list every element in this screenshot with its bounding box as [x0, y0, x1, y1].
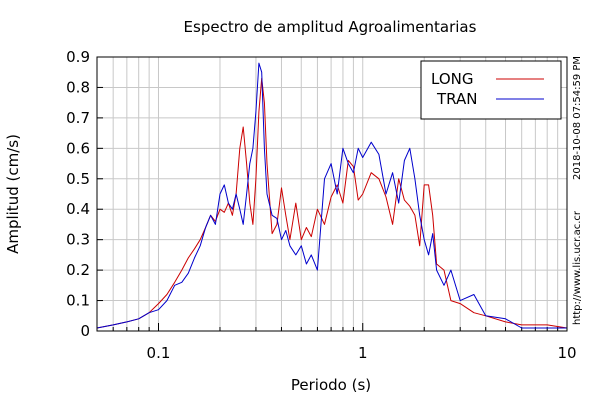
legend: LONG TRAN — [420, 60, 562, 120]
data-series — [96, 62, 568, 329]
chart-title: Espectro de amplitud Agroalimentarias — [184, 18, 477, 36]
legend-box — [420, 60, 562, 120]
source-url-text: http://www.lis.ucr.ac.cr — [572, 210, 583, 325]
timestamp-text: 2018-10-08 07:54:59 PM — [572, 56, 583, 180]
y-tick-label: 0 — [80, 322, 90, 340]
y-tick-label: 0.9 — [66, 48, 90, 66]
x-axis-label: Periodo (s) — [291, 376, 371, 394]
y-tick-label: 0.1 — [66, 292, 90, 310]
y-tick-label: 0.7 — [66, 109, 90, 127]
y-tick-label: 0.5 — [66, 170, 90, 188]
y-tick-labels: 0 0.1 0.2 0.3 0.4 0.5 0.6 0.7 0.8 0.9 — [66, 48, 90, 340]
legend-label-tran: TRAN — [436, 90, 477, 108]
x-tick-label: 10 — [557, 344, 576, 362]
x-tick-label: 0.1 — [147, 344, 171, 362]
y-tick-label: 0.3 — [66, 231, 90, 249]
series-line-long — [96, 77, 568, 329]
x-tick-labels: 0.1 1 10 — [147, 344, 577, 362]
series-line-tran — [96, 62, 567, 329]
y-axis-label: Amplitud (cm/s) — [4, 134, 22, 254]
legend-label-long: LONG — [431, 70, 473, 88]
x-tick-label: 1 — [358, 344, 368, 362]
y-tick-label: 0.2 — [66, 261, 90, 279]
y-tick-label: 0.8 — [66, 78, 90, 96]
y-tick-label: 0.6 — [66, 139, 90, 157]
y-tick-label: 0.4 — [66, 200, 90, 218]
axis-ticks — [96, 56, 568, 332]
x-gridlines — [96, 57, 568, 331]
plot-frame — [96, 56, 568, 332]
